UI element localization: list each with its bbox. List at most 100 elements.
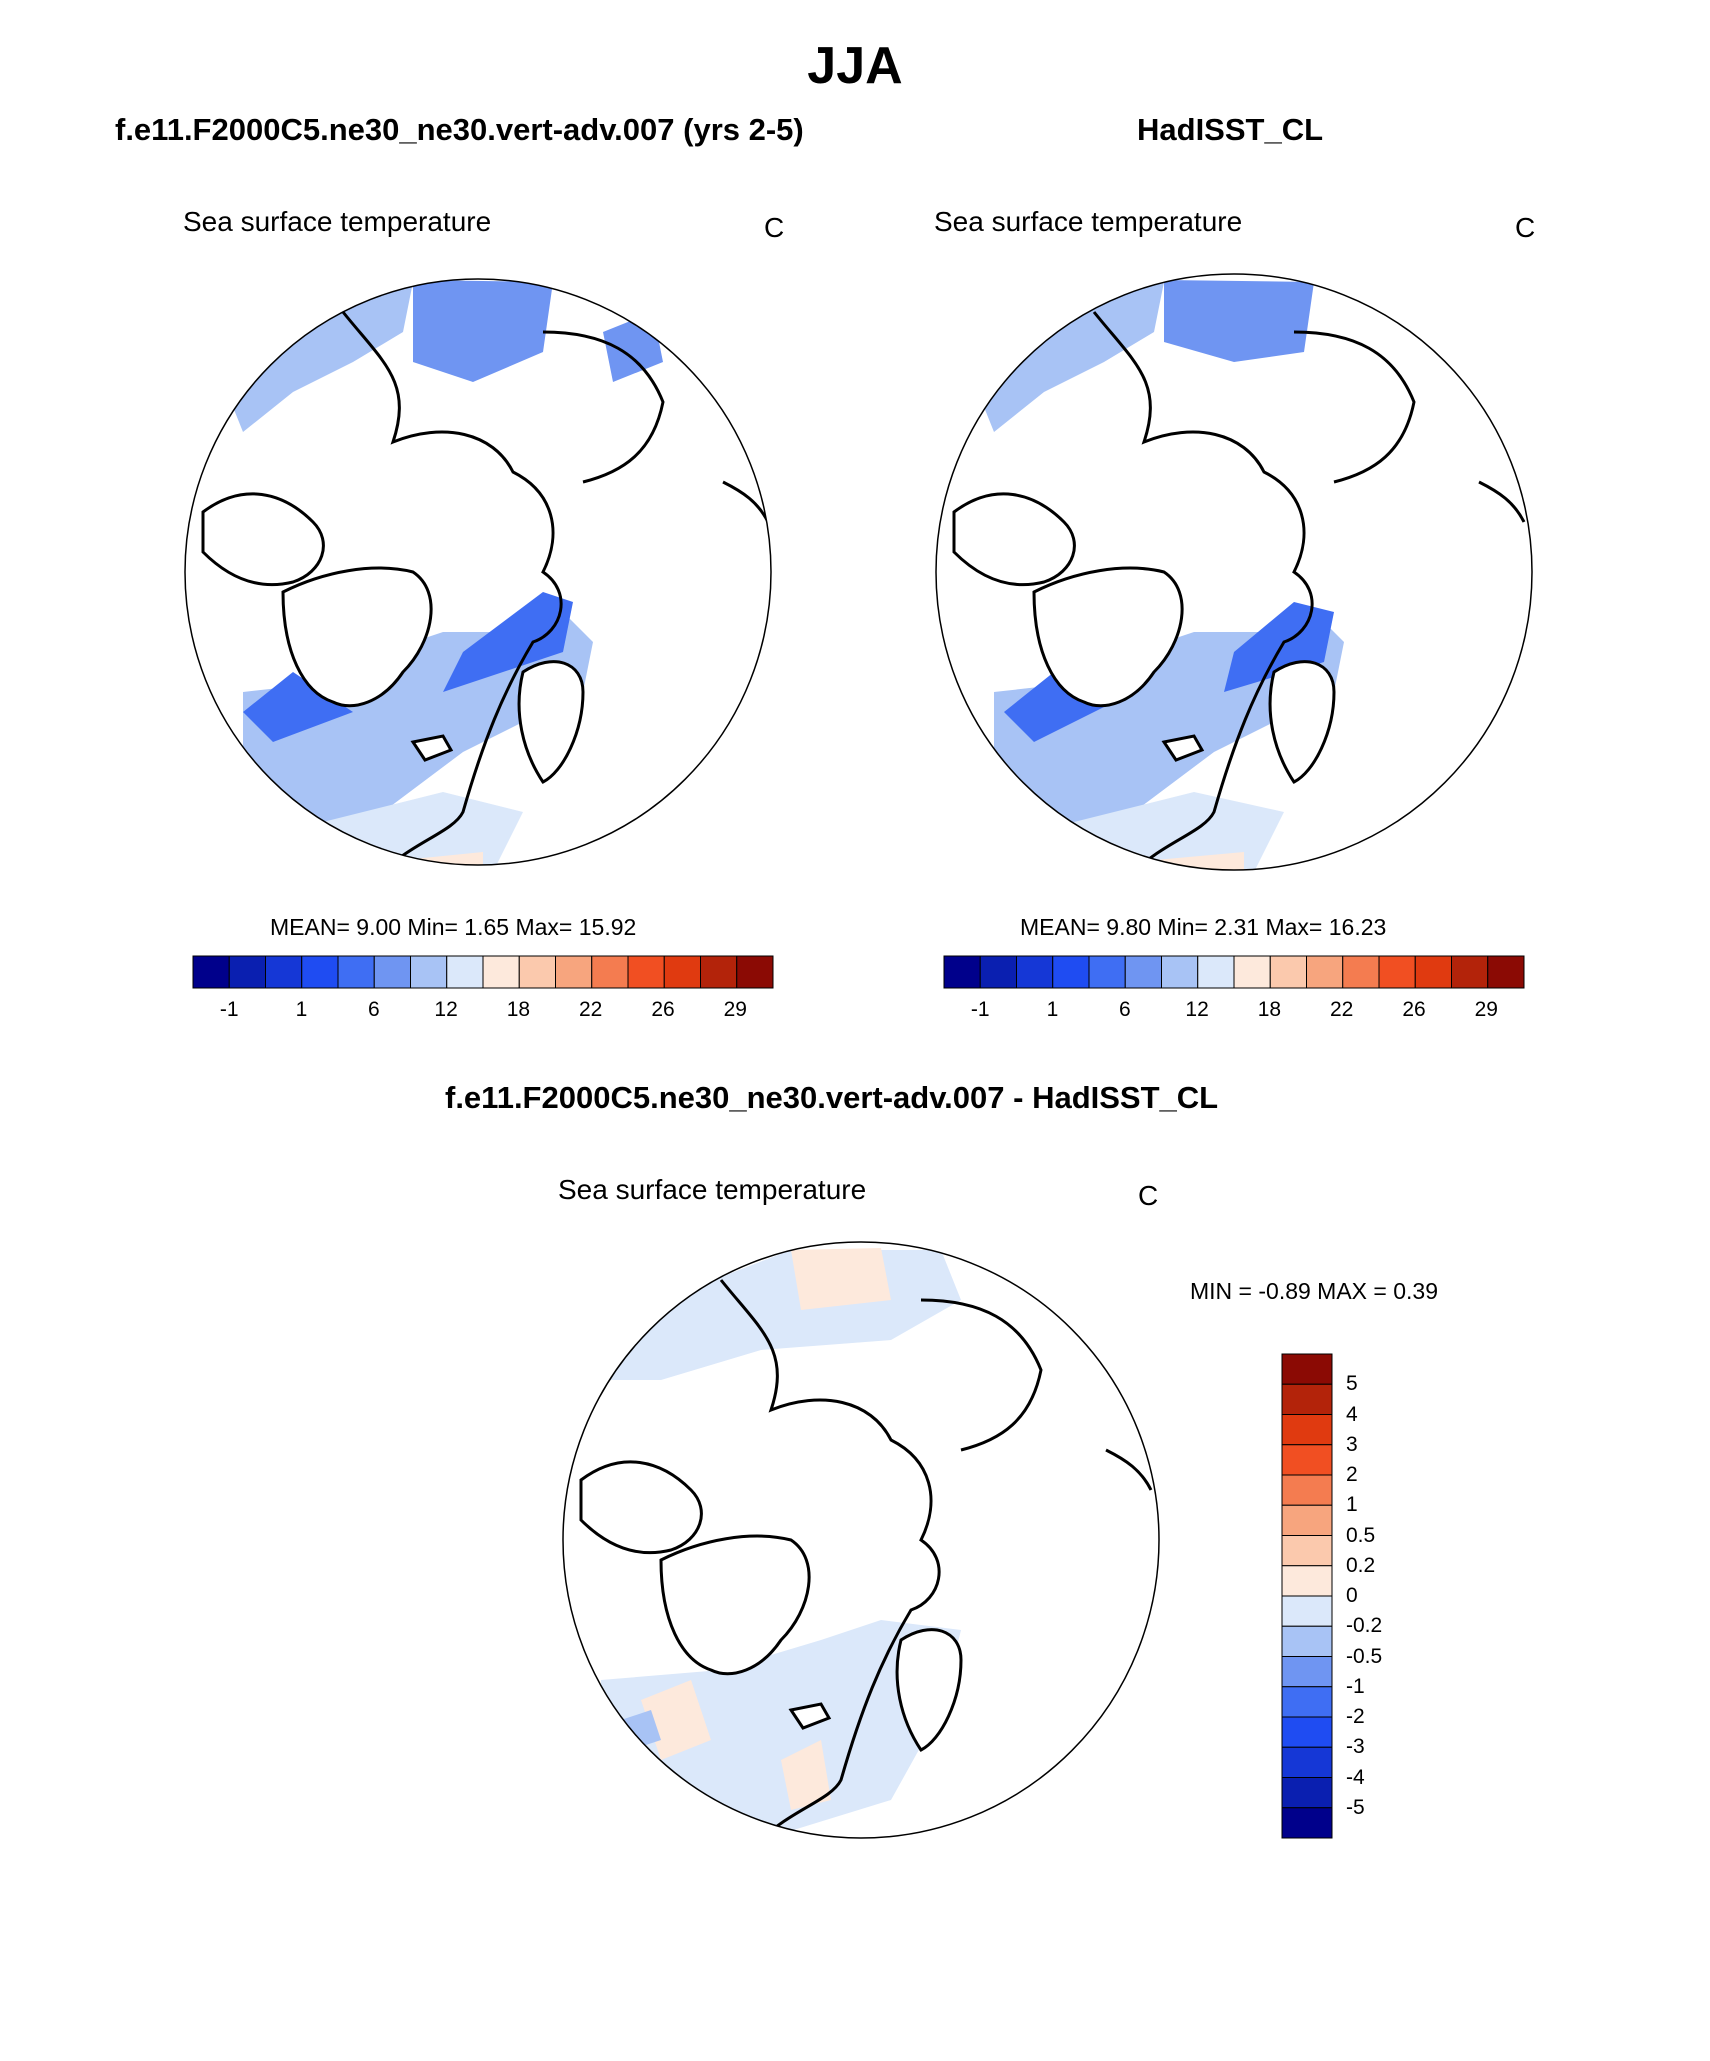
colorbar-tick-label: 3 <box>1346 1432 1358 1456</box>
colorbar-box <box>482 955 520 989</box>
colorbar-box <box>1281 1656 1333 1688</box>
colorbar-obs <box>943 955 1525 989</box>
polar-map-obs <box>935 273 1533 871</box>
colorbar-tick-label: -1 <box>970 998 990 1021</box>
colorbar-tick-label: -1 <box>1346 1674 1365 1698</box>
stats-diff: MIN = -0.89 MAX = 0.39 <box>1190 1278 1439 1304</box>
coastline-alaska <box>542 330 665 484</box>
colorbar-box <box>1281 1746 1333 1778</box>
stats-obs: MEAN= 9.80 Min= 2.31 Max= 16.23 <box>1020 914 1387 940</box>
coastline-greenland <box>1032 566 1184 708</box>
colorbar-box <box>663 955 701 989</box>
colorbar-box <box>1281 1716 1333 1748</box>
colorbar-tick-label: -1 <box>219 998 239 1021</box>
variable-label-model: Sea surface temperature <box>183 206 492 237</box>
colorbar-box <box>736 955 774 989</box>
sst-pacific-mid <box>413 280 553 382</box>
colorbar-box <box>1487 955 1525 989</box>
colorbar-box <box>446 955 484 989</box>
unit-label-obs: C <box>1515 212 1536 243</box>
sst-pacific-light <box>974 282 1164 432</box>
colorbar-box <box>591 955 629 989</box>
colorbar-box <box>1197 955 1235 989</box>
colorbar-box <box>265 955 303 989</box>
coastline-iceland <box>410 734 454 762</box>
coastline-iceland <box>1161 734 1205 762</box>
coastline-scandinavia <box>1268 660 1336 784</box>
colorbar-box <box>1281 1504 1333 1536</box>
colorbar-tick-label: 18 <box>1257 998 1282 1021</box>
sst-pacific-mid <box>1164 280 1314 362</box>
colorbar-tick-label: 0 <box>1346 1584 1358 1607</box>
colorbar-box <box>1281 1777 1333 1809</box>
unit-label-model: C <box>764 212 785 243</box>
colorbar-box <box>1451 955 1489 989</box>
colorbar-tick-label: 26 <box>651 998 675 1021</box>
colorbar-tick-label: 1 <box>1046 998 1059 1021</box>
colorbar-box <box>1281 1565 1333 1597</box>
colorbar-tick-label: 6 <box>1118 998 1131 1021</box>
coastline-iceland <box>788 1702 832 1730</box>
colorbar-tick-label: 1 <box>295 998 308 1021</box>
polar-map-model <box>184 278 772 866</box>
sst-atlantic-dark <box>243 672 353 742</box>
panel-title-obs: HadISST_CL <box>1137 112 1324 147</box>
colorbar-tick-label: 6 <box>367 998 380 1021</box>
colorbar-box <box>1281 1625 1333 1657</box>
colorbar-box <box>1342 955 1380 989</box>
panel-title-diff: f.e11.F2000C5.ne30_ne30.vert-adv.007 - H… <box>445 1080 1219 1115</box>
colorbar-box <box>228 955 266 989</box>
variable-label-obs: Sea surface temperature <box>934 206 1243 237</box>
colorbar-box <box>555 955 593 989</box>
colorbar-box <box>1414 955 1452 989</box>
colorbar-box <box>192 955 230 989</box>
colorbar-tick-label: 18 <box>506 998 531 1021</box>
colorbar-box <box>1306 955 1344 989</box>
map-border <box>935 273 1533 871</box>
colorbar-tick-label: 4 <box>1346 1402 1358 1426</box>
colorbar-box <box>373 955 411 989</box>
colorbar-tick-label: 5 <box>1346 1372 1358 1396</box>
colorbar-box <box>979 955 1017 989</box>
coastline-kamchatka <box>1478 480 1526 523</box>
sst-diff-pacific-warm <box>791 1248 891 1310</box>
colorbar-tick-label: 26 <box>1402 998 1426 1021</box>
coastline-canada <box>579 1460 703 1555</box>
colorbar-tick-label: 29 <box>1474 998 1498 1021</box>
colorbar-box <box>1161 955 1199 989</box>
colorbar-tick-label: -2 <box>1346 1705 1365 1728</box>
coastline-scandinavia <box>517 660 585 784</box>
stats-model: MEAN= 9.00 Min= 1.65 Max= 15.92 <box>270 914 637 940</box>
colorbar-box <box>1281 1353 1333 1385</box>
colorbar-box <box>1281 1595 1333 1627</box>
colorbar-box <box>1124 955 1162 989</box>
colorbar-diff <box>1281 1353 1333 1839</box>
colorbar-tick-label: 12 <box>1185 998 1209 1021</box>
coastline-canada <box>952 492 1076 587</box>
colorbar-box <box>1281 1414 1333 1446</box>
map-border <box>184 278 772 866</box>
colorbar-tick-label: 0.5 <box>1346 1523 1376 1547</box>
colorbar-tick-label: -3 <box>1346 1735 1365 1759</box>
colorbar-box <box>1233 955 1271 989</box>
colorbar-tick-label: 22 <box>579 998 603 1021</box>
colorbar-tick-label: 0.2 <box>1346 1553 1376 1577</box>
colorbar-tick-label: -4 <box>1346 1765 1365 1789</box>
colorbar-tick-label: 22 <box>1330 998 1354 1021</box>
colorbar-box <box>1016 955 1054 989</box>
colorbar-box <box>301 955 339 989</box>
sst-diff-atlantic-warm2 <box>781 1740 831 1810</box>
colorbar-box <box>1281 1444 1333 1476</box>
colorbar-box <box>410 955 448 989</box>
map-border <box>562 1241 1160 1839</box>
figure-title: JJA <box>807 37 903 95</box>
panel-title-model: f.e11.F2000C5.ne30_ne30.vert-adv.007 (yr… <box>115 112 804 147</box>
colorbar-tick-label: -0.2 <box>1346 1614 1383 1638</box>
colorbar-box <box>1281 1535 1333 1567</box>
coastline-alaska <box>1293 330 1416 484</box>
colorbar-tick-label: 1 <box>1346 1493 1358 1517</box>
colorbar-tick-label: -5 <box>1346 1795 1365 1819</box>
colorbar-box <box>700 955 738 989</box>
colorbar-box <box>1052 955 1090 989</box>
polar-map-diff <box>562 1241 1160 1839</box>
